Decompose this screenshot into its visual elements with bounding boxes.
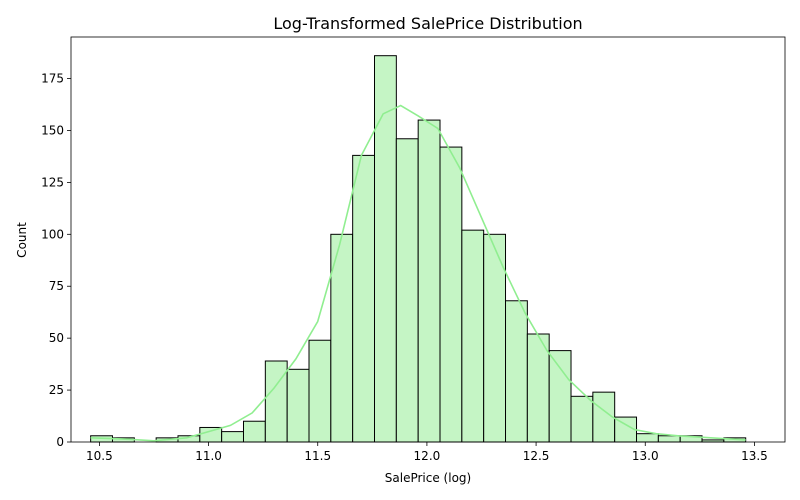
histogram-bar bbox=[461, 229, 485, 443]
x-tick-label: 12.0 bbox=[414, 449, 441, 463]
histogram-bar bbox=[439, 146, 463, 443]
chart-title: Log-Transformed SalePrice Distribution bbox=[273, 14, 582, 33]
histogram-bar bbox=[570, 395, 594, 443]
x-tick-label: 13.0 bbox=[632, 449, 659, 463]
histogram-bar bbox=[221, 431, 244, 443]
x-axis-label: SalePrice (log) bbox=[385, 471, 471, 485]
x-tick-label: 11.0 bbox=[195, 449, 222, 463]
axes-frame bbox=[70, 36, 786, 443]
y-tick-label: 100 bbox=[41, 227, 64, 241]
y-tick-label: 25 bbox=[49, 383, 64, 397]
histogram-bar bbox=[352, 154, 376, 443]
histogram-bar bbox=[505, 300, 528, 443]
x-tick-label: 11.5 bbox=[304, 449, 331, 463]
y-tick-label: 125 bbox=[41, 175, 64, 189]
histogram-bar bbox=[395, 138, 419, 443]
histogram-bar bbox=[242, 420, 266, 443]
plot-area: 10.5 11.0 11.5 12.0 12.5 13.0 13.5 0 25 50 75 100 12… bbox=[41, 36, 786, 463]
y-tick-label: 75 bbox=[49, 279, 64, 293]
histogram-bar bbox=[286, 368, 310, 443]
histogram-bar bbox=[374, 55, 397, 443]
histogram-bar bbox=[657, 435, 681, 443]
histogram-bar bbox=[308, 339, 332, 443]
y-tick-label: 150 bbox=[41, 123, 64, 137]
histogram-bar bbox=[548, 350, 572, 443]
x-tick-label: 10.5 bbox=[86, 449, 113, 463]
y-axis-label: Count bbox=[15, 222, 29, 258]
x-tick-label: 12.5 bbox=[523, 449, 550, 463]
histogram-bar bbox=[264, 360, 288, 443]
histogram-bar bbox=[417, 119, 441, 443]
histogram-bar bbox=[636, 433, 659, 443]
kde-curve bbox=[90, 104, 746, 442]
y-tick-label: 0 bbox=[56, 435, 64, 449]
y-tick-label: 175 bbox=[41, 72, 64, 86]
y-tick-label: 50 bbox=[49, 331, 64, 345]
x-tick-label: 13.5 bbox=[741, 449, 768, 463]
